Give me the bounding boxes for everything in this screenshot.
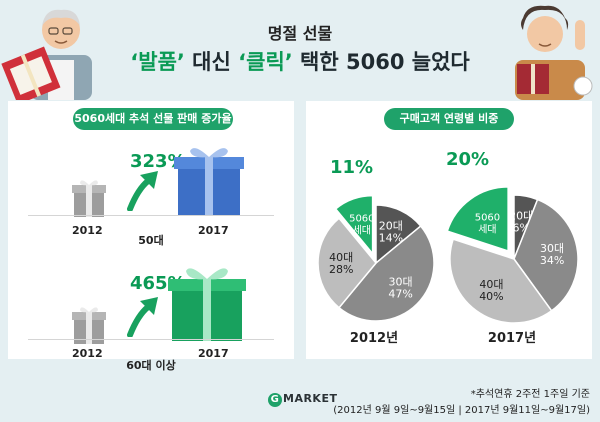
gift-box-large-2017-50s [174, 148, 244, 215]
gift-box-small-2012-50s [72, 180, 106, 217]
year-2012-60s: 2012 [72, 347, 103, 360]
increase-50s: 323% [130, 151, 186, 172]
pie-year-2012: 2012년 [349, 331, 399, 346]
logo-g-mark: G [268, 393, 282, 407]
pie-label-2012년-2: 30대 47% [388, 276, 412, 301]
sales-growth-title: 5060세대 추석 선물 판매 증가율 [73, 108, 233, 130]
pie-slice-2012년-1 [375, 204, 422, 265]
pie-slice-2017년-3 [449, 238, 553, 324]
pie-slice-2017년-0 [446, 186, 509, 252]
pie-label-2017년-0: 5060 세대 [475, 212, 500, 235]
pie-year-2017: 2017년 [487, 331, 537, 346]
pie-slice-2012년-0 [334, 194, 374, 256]
elderly-man-illustration [1, 9, 92, 100]
headline-main: ‘발품’ 대신 ‘클릭’ 택한 5060 늘었다 [0, 46, 600, 76]
divider-60s [28, 339, 274, 340]
callout-2012: 11% [330, 157, 374, 178]
pie-slice-2017년-2 [513, 198, 579, 312]
pie-label-2012년-1: 20대 14% [379, 220, 403, 245]
growth-arrow-60s [127, 297, 158, 337]
logo-text: MARKET [283, 392, 338, 405]
divider-50s [28, 215, 274, 216]
elderly-woman-illustration [515, 5, 593, 100]
footnote-dates: (2012년 9월 9일~9월15일 | 2017년 9월11일~9월17일) [333, 405, 590, 416]
pie-slice-2012년-2 [337, 224, 435, 322]
pie-label-2012년-0: 5060 세대 [349, 214, 374, 237]
year-2012-50s: 2012 [72, 224, 103, 237]
headline-top: 명절 선물 [267, 24, 333, 43]
pie-label-2012년-3: 40대 28% [329, 251, 353, 276]
callout-2017: 20% [446, 149, 490, 170]
group-label-60s: 60대 이상 [126, 359, 176, 372]
year-2017-60s: 2017 [198, 347, 229, 360]
year-2017-50s: 2017 [198, 224, 229, 237]
gmarket-logo: G MARKET [268, 392, 337, 407]
gift-box-large-2017-60s [168, 268, 246, 341]
headline-quote-2: ‘클릭’ [238, 50, 293, 74]
growth-arrow-50s [127, 171, 158, 211]
sales-growth-panel: 5060세대 추석 선물 판매 증가율 2012 323% 2017 50대 2… [8, 101, 294, 360]
pie-slice-2012년-3 [317, 217, 377, 309]
headline-mid: 대신 [184, 50, 239, 74]
age-share-title: 구매고객 연령별 비중 [384, 108, 514, 130]
footnote-basis: *추석연휴 2주전 1주일 기준 [470, 389, 590, 400]
headline-end: 택한 5060 늘었다 [292, 50, 470, 74]
age-share-panel: 구매고객 연령별 비중 5060 세대 20대 14% 30대 47% 40대 28% 5060… [306, 101, 592, 359]
headline-quote-1: ‘발품’ [130, 50, 185, 74]
header: 명절 선물 ‘발품’ 대신 ‘클릭’ 택한 5060 늘었다 [0, 0, 600, 95]
group-label-50s: 50대 [138, 234, 164, 247]
pie-label-2017년-3: 40대 40% [479, 278, 503, 303]
pie-label-2017년-2: 30대 34% [540, 242, 564, 267]
